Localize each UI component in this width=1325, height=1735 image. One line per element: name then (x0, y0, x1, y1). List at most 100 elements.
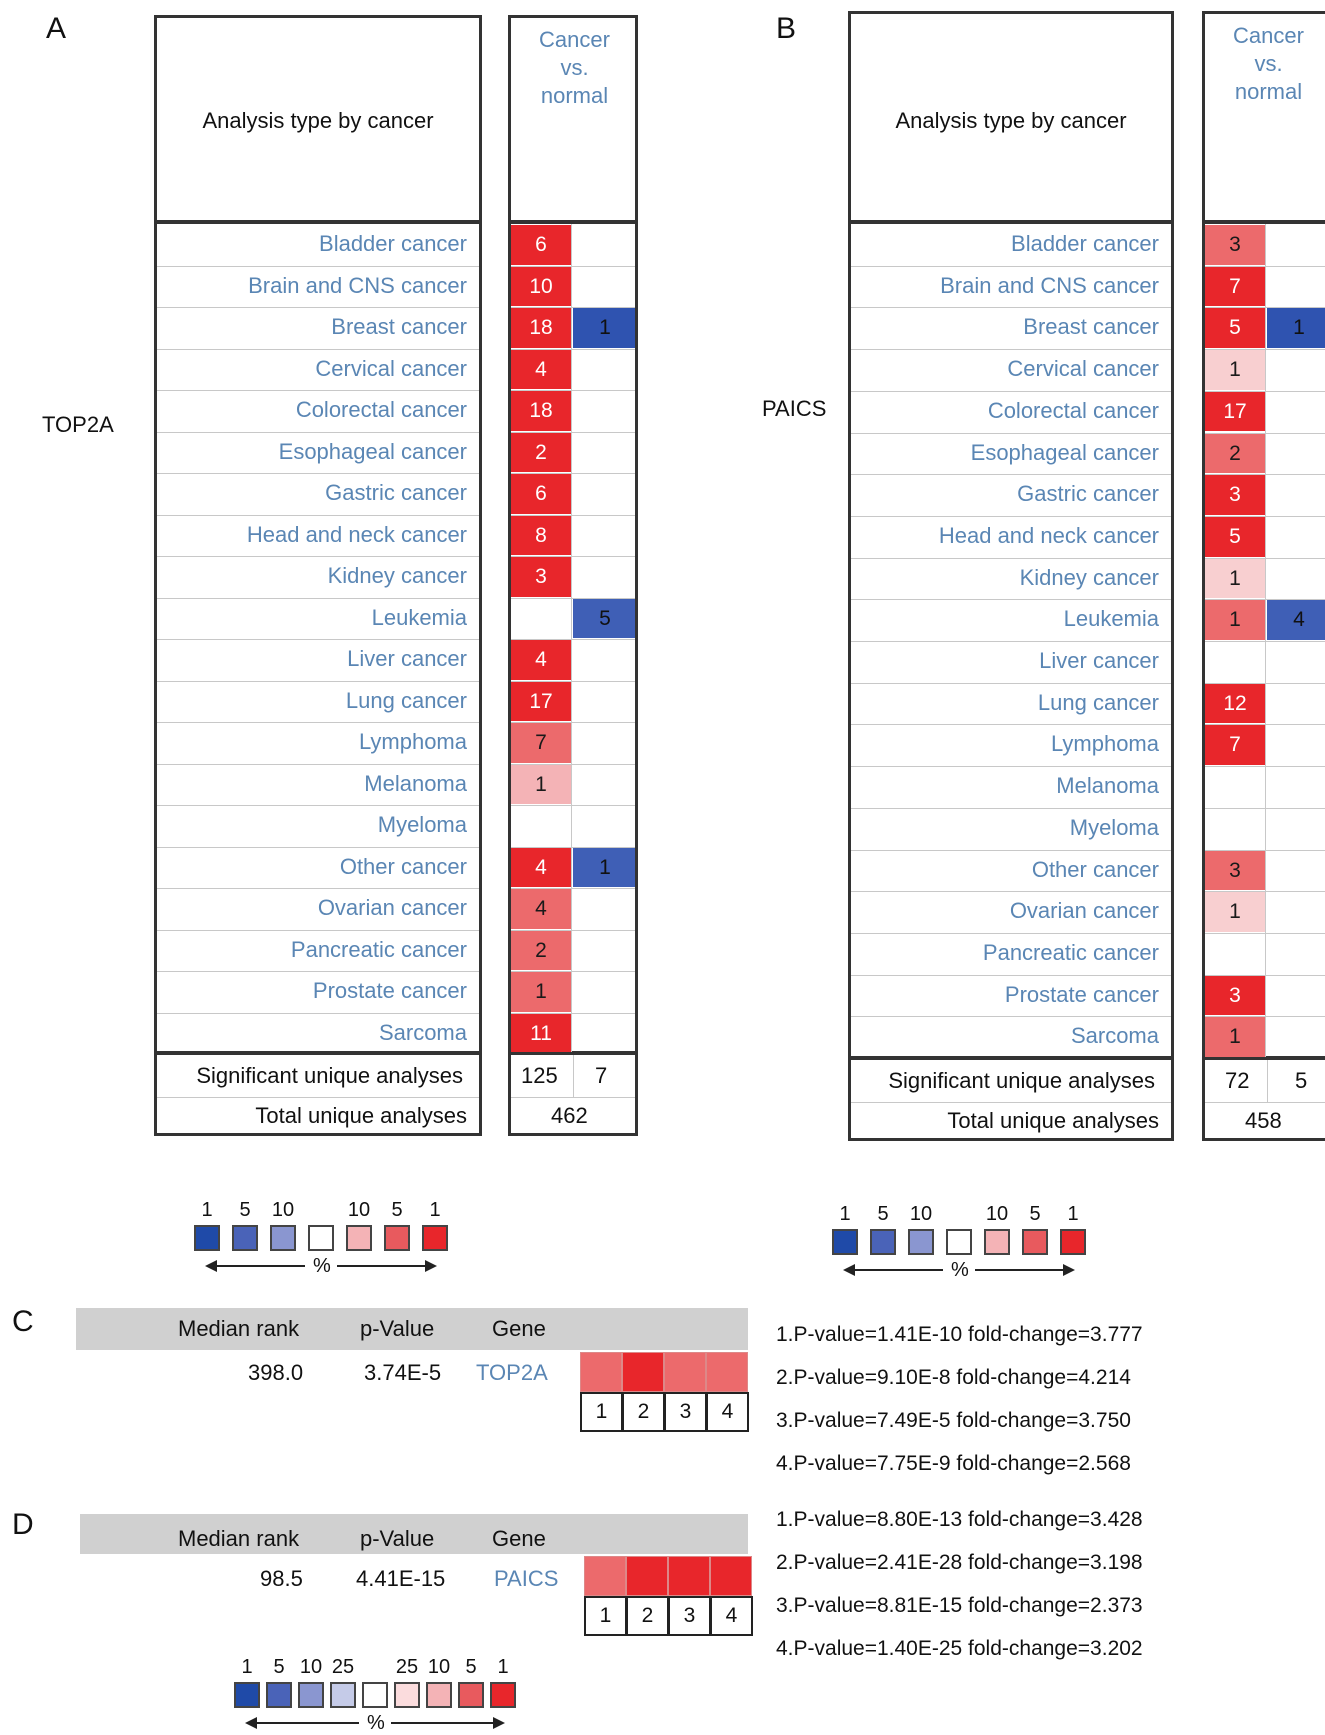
panel-b-column-header-box: Cancer vs. normal (1202, 11, 1325, 223)
column-divider (571, 224, 572, 1054)
cell-up: 17 (511, 681, 571, 721)
cell-down: 1 (573, 308, 637, 348)
legend-arrow-left (247, 1722, 359, 1724)
cell-up: 6 (511, 225, 571, 265)
cell-up: 5 (1205, 308, 1265, 349)
row-divider (157, 680, 479, 682)
legend-swatch (194, 1225, 220, 1251)
legend-label: 1 (839, 1203, 851, 1225)
cell-up: 4 (511, 349, 571, 389)
row-divider (851, 474, 1171, 476)
legend-arrow-right-head (1063, 1264, 1075, 1276)
panel-c-header-bar (76, 1308, 748, 1350)
pvalue-line: 4.P-value=7.75E-9 fold-change=2.568 (776, 1452, 1131, 1475)
rank-number: 2 (622, 1392, 665, 1432)
cell-up: 1 (1205, 1017, 1265, 1057)
cancer-name-label: Kidney cancer (1019, 564, 1159, 590)
cancer-name-label: Gastric cancer (325, 480, 467, 505)
legend-label: 5 (1029, 1203, 1041, 1225)
legend-swatch (234, 1682, 260, 1708)
cell-up: 6 (511, 474, 571, 514)
legend-percent: % (951, 1259, 969, 1281)
panel-b-header: Analysis type by cancer (895, 108, 1127, 133)
legend-arrow-left (845, 1269, 943, 1271)
legend-arrow-left-head (245, 1717, 257, 1729)
cell-down: 5 (573, 598, 637, 638)
row-divider (157, 639, 479, 640)
cell-up: 3 (1205, 225, 1265, 265)
rank-number: 4 (710, 1596, 753, 1636)
pvalue-line: 1.P-value=1.41E-10 fold-change=3.777 (776, 1323, 1143, 1346)
pvalue-line: 2.P-value=2.41E-28 fold-change=3.198 (776, 1551, 1143, 1574)
row-divider (511, 680, 638, 682)
cancer-name-label: Ovarian cancer (1009, 898, 1159, 924)
cancer-name-label: Lymphoma (358, 729, 467, 754)
cancer-name-label: Bladder cancer (1011, 231, 1159, 256)
panel-b-sum-values-box: 72 5 458 (1202, 1057, 1325, 1141)
legend-swatch (298, 1682, 324, 1708)
row-divider (157, 805, 479, 806)
legend-label: 5 (239, 1199, 251, 1221)
panel-d-pvalue: 4.41E-15 (356, 1566, 446, 1591)
panel-b-total: 458 (1245, 1108, 1282, 1133)
legend-swatch (394, 1682, 420, 1708)
row-divider (511, 348, 638, 350)
cell-up: 11 (511, 1013, 571, 1053)
legend-swatch (270, 1225, 296, 1251)
cancer-name-label: Head and neck cancer (246, 521, 467, 547)
panel-a-sum-values-box: 125 7 462 (508, 1052, 638, 1136)
legend-arrow-left (207, 1265, 305, 1267)
rank-color-box (584, 1556, 626, 1596)
legend-label: 5 (391, 1199, 403, 1221)
row-divider (851, 390, 1171, 392)
cancer-name-label: Melanoma (364, 770, 467, 796)
column-header-line1: Cancer (1233, 23, 1304, 48)
row-divider (157, 473, 479, 474)
row-divider (157, 929, 479, 931)
legend-swatch (362, 1682, 388, 1708)
row-divider (511, 514, 638, 516)
legend-label: 1 (429, 1199, 441, 1221)
panel-a-significant-label: Significant unique analyses (196, 1063, 463, 1088)
row-divider (851, 432, 1171, 434)
legend-swatch (232, 1225, 258, 1251)
cell-up: 4 (511, 847, 571, 887)
legend-arrow-left-head (205, 1260, 217, 1272)
panel-d-median-rank: 98.5 (260, 1566, 303, 1591)
legend-swatch (946, 1229, 972, 1255)
cancer-name-label: Sarcoma (378, 1019, 467, 1045)
legend-swatch (1022, 1229, 1048, 1255)
row-divider (157, 597, 479, 599)
cell-down: 1 (1267, 308, 1325, 349)
row-divider (511, 431, 638, 433)
cell-up: 10 (511, 266, 571, 306)
row-divider (851, 807, 1171, 809)
cell-up: 1 (1205, 892, 1265, 932)
row-divider (511, 929, 638, 931)
cancer-name-label: Myeloma (1069, 814, 1159, 840)
row-divider (511, 846, 638, 848)
legend-percent: % (313, 1255, 331, 1277)
panel-b-total-label: Total unique analyses (947, 1108, 1159, 1133)
cancer-name-label: Breast cancer (1023, 314, 1159, 340)
cancer-name-label: Esophageal cancer (970, 439, 1159, 465)
cancer-name-label: Liver cancer (347, 646, 467, 671)
row-divider (157, 265, 479, 267)
cell-up: 1 (1205, 350, 1265, 390)
legend-label: 1 (1067, 1203, 1079, 1225)
row-divider (851, 515, 1171, 517)
row-divider (157, 431, 479, 433)
legend-swatch (908, 1229, 934, 1255)
column-header-line1: Cancer (539, 27, 610, 52)
legend-label: 1 (201, 1199, 213, 1221)
row-divider (511, 556, 638, 557)
cancer-name-label: Other cancer (339, 853, 467, 879)
cancer-name-label: Cervical cancer (315, 355, 467, 381)
cancer-name-label: Lymphoma (1050, 731, 1159, 757)
legend-swatch (422, 1225, 448, 1251)
cancer-name-label: Ovarian cancer (317, 895, 467, 920)
panel-c-median-rank: 398.0 (248, 1360, 304, 1385)
cancer-name-label: Breast cancer (331, 314, 467, 339)
cancer-name-label: Pancreatic cancer (982, 939, 1159, 965)
rank-color-box (706, 1352, 748, 1392)
